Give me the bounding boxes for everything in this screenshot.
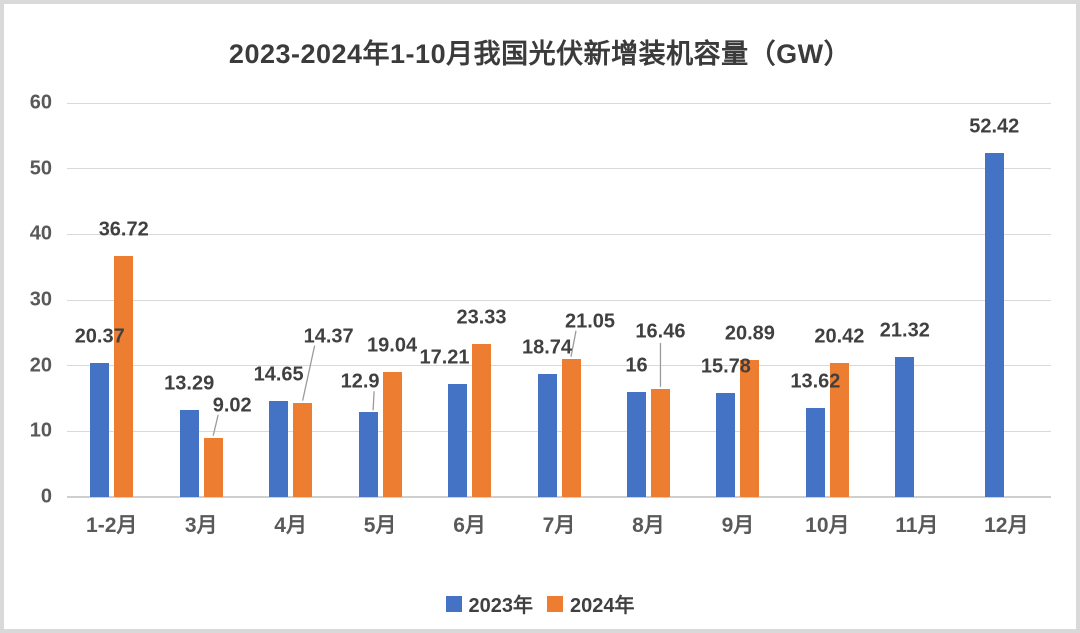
- value-label: 17.21: [419, 346, 470, 369]
- bar-2024年-9月: [740, 359, 760, 497]
- x-axis-label: 7月: [542, 514, 576, 537]
- x-axis-label: 10月: [805, 514, 850, 537]
- x-axis-line: [67, 496, 1051, 498]
- bar-2023年-3月: [179, 409, 199, 497]
- legend-item-2024: 2024年: [547, 589, 635, 618]
- value-label: 20.37: [74, 325, 125, 348]
- bar-2024年-1-2月: [114, 255, 134, 497]
- value-label: 21.32: [879, 319, 930, 342]
- gridline: [67, 430, 1051, 432]
- value-label: 36.72: [98, 218, 149, 241]
- x-axis-label: 9月: [721, 514, 755, 537]
- gridline: [67, 299, 1051, 301]
- bar-2023年-10月: [805, 407, 825, 497]
- bar-2023年-12月: [984, 152, 1004, 497]
- x-axis-label: 1-2月: [86, 514, 138, 537]
- value-label: 21.05: [564, 310, 616, 333]
- legend: 2023年 2024年: [4, 589, 1076, 618]
- bar-2024年-7月: [561, 358, 581, 497]
- y-axis-label: 0: [40, 485, 52, 508]
- bar-2023年-8月: [626, 391, 646, 497]
- legend-label-2024: 2024年: [570, 595, 635, 617]
- value-label: 52.42: [969, 115, 1020, 138]
- y-axis-label: 20: [29, 354, 52, 377]
- x-axis-label: 12月: [984, 514, 1029, 537]
- gridline: [67, 102, 1051, 104]
- chart-title: 2023-2024年1-10月我国光伏新增装机容量（GW）: [228, 39, 852, 69]
- value-label: 9.02: [212, 394, 252, 417]
- bar-2023年-7月: [537, 373, 557, 497]
- x-axis-label: 8月: [632, 514, 665, 537]
- value-label: 16: [625, 354, 648, 377]
- legend-swatch-2024: [547, 595, 563, 612]
- y-axis-label: 10: [29, 419, 52, 442]
- bar-2023年-6月: [448, 383, 468, 497]
- bar-2023年-4月: [269, 400, 289, 497]
- bar-2024年-5月: [382, 371, 402, 497]
- value-label: 14.65: [253, 363, 304, 386]
- bar-2024年-6月: [472, 343, 492, 497]
- y-axis-label: 40: [29, 222, 52, 245]
- value-label: 20.89: [724, 322, 775, 345]
- gridline: [67, 233, 1051, 235]
- value-label: 13.29: [164, 372, 215, 395]
- x-axis-label: 4月: [274, 514, 307, 537]
- y-axis-label: 60: [29, 91, 52, 114]
- value-label: 19.04: [367, 334, 418, 357]
- value-label: 23.33: [456, 306, 507, 329]
- bar-2024年-8月: [650, 388, 670, 497]
- value-label: 12.9: [340, 370, 380, 393]
- legend-item-2023: 2023年: [445, 589, 534, 618]
- value-label: 18.74: [521, 336, 573, 359]
- x-axis-label: 3月: [184, 514, 218, 537]
- bar-2024年-10月: [829, 362, 849, 497]
- bar-2023年-5月: [358, 412, 378, 497]
- x-axis-label: 11月: [895, 514, 939, 537]
- value-label: 14.37: [303, 325, 354, 348]
- bar-2023年-9月: [716, 393, 736, 497]
- x-axis-label: 5月: [363, 514, 397, 537]
- value-label: 16.46: [635, 320, 686, 343]
- bar-2023年-11月: [895, 356, 915, 497]
- legend-label-2023: 2023年: [468, 595, 534, 617]
- gridline: [67, 365, 1051, 367]
- plot-area: 0 10 20 30 40 50 60 1-2月 20.37 36.72 3月 13.29 9.02 4月…: [4, 4, 1076, 629]
- value-label: 20.42: [814, 325, 865, 348]
- y-axis-label: 50: [29, 157, 52, 180]
- legend-swatch-2023: [445, 595, 462, 612]
- bar-2024年-3月: [203, 437, 223, 497]
- bar-2023年-1-2月: [90, 363, 110, 497]
- y-axis-label: 30: [29, 288, 52, 311]
- bar-2024年-4月: [293, 402, 313, 497]
- value-label: 15.78: [700, 355, 751, 378]
- value-label: 13.62: [790, 370, 841, 393]
- x-axis-label: 6月: [453, 514, 486, 537]
- gridline: [67, 168, 1051, 170]
